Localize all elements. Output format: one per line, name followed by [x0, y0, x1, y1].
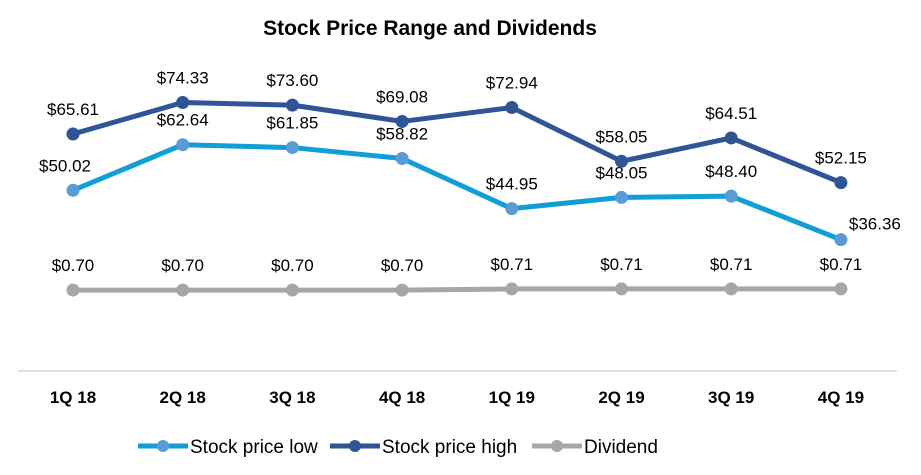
data-point	[66, 127, 80, 141]
data-point	[395, 283, 409, 297]
data-point	[505, 282, 519, 296]
legend-label: Dividend	[584, 437, 658, 458]
data-point	[834, 282, 848, 296]
data-point	[66, 183, 80, 197]
data-point	[395, 114, 409, 128]
data-point	[176, 95, 190, 109]
series-stock-price-high: $65.61 $74.33 $73.60 $69.08 $72.94 $58.05 $64.…	[47, 68, 867, 190]
data-point	[724, 189, 738, 203]
data-label: $0.71	[710, 255, 753, 274]
legend-label: Stock price high	[382, 437, 517, 458]
data-label: $72.94	[486, 74, 538, 93]
data-label: $74.33	[157, 68, 209, 87]
data-label: $50.02	[39, 156, 91, 175]
data-label: $0.70	[161, 256, 204, 275]
data-point	[505, 202, 519, 216]
data-point	[285, 141, 299, 155]
data-label: $0.71	[600, 255, 643, 274]
data-point	[176, 283, 190, 297]
data-label: $58.05	[596, 127, 648, 146]
x-tick-label: 4Q 19	[818, 388, 864, 407]
x-tick-label: 1Q 19	[489, 388, 535, 407]
data-point	[724, 131, 738, 145]
data-point	[615, 154, 628, 168]
data-label: $62.64	[157, 111, 209, 130]
x-tick-label: 2Q 19	[598, 388, 644, 407]
data-label: $58.82	[376, 125, 428, 144]
data-label: $48.40	[705, 162, 757, 181]
series-line	[73, 286, 841, 293]
data-label: $0.70	[381, 256, 424, 275]
data-point	[176, 138, 190, 152]
x-tick-label: 3Q 19	[708, 388, 754, 407]
legend-item: Stock price low	[138, 437, 318, 458]
legend-marker-icon	[349, 440, 361, 452]
data-point	[834, 176, 848, 190]
series-stock-price-low: $50.02 $62.64 $61.85 $58.82 $44.95 $48.05 $48.…	[39, 111, 901, 247]
data-label: $69.08	[376, 87, 428, 106]
series-dividend: $0.70 $0.70 $0.70 $0.70 $0.71 $0.71 $0.71 $0.71	[52, 255, 862, 297]
chart-title: Stock Price Range and Dividends	[263, 17, 597, 40]
x-tick-label: 4Q 18	[379, 388, 425, 407]
data-label: $48.05	[596, 163, 648, 182]
data-label: $0.70	[271, 256, 314, 275]
legend-marker-icon	[551, 440, 563, 452]
data-label: $73.60	[266, 71, 318, 90]
series-line	[72, 99, 842, 185]
data-point	[834, 233, 848, 247]
data-point	[395, 152, 409, 166]
data-label: $61.85	[266, 114, 318, 133]
data-point	[285, 98, 299, 112]
data-label: $44.95	[486, 175, 538, 194]
data-label: $0.71	[491, 255, 534, 274]
data-label: $65.61	[47, 100, 99, 119]
data-label: $0.70	[52, 256, 95, 275]
data-point	[66, 283, 80, 297]
data-point	[285, 283, 299, 297]
legend-label: Stock price low	[190, 437, 318, 458]
data-point	[615, 282, 628, 296]
data-label: $36.36	[849, 215, 901, 234]
legend-item: Dividend	[532, 437, 658, 458]
data-point	[505, 101, 519, 115]
legend: Stock price low Stock price high Dividend	[138, 437, 658, 458]
legend-item: Stock price high	[330, 437, 517, 458]
data-label: $52.15	[815, 149, 867, 168]
x-tick-label: 1Q 18	[50, 388, 96, 407]
x-tick-label: 2Q 18	[160, 388, 206, 407]
data-label: $64.51	[705, 104, 757, 123]
series-line	[72, 142, 842, 242]
data-label: $0.71	[820, 255, 863, 274]
data-point	[615, 190, 628, 204]
x-tick-label: 3Q 18	[269, 388, 315, 407]
legend-marker-icon	[157, 440, 169, 452]
data-point	[724, 282, 738, 296]
